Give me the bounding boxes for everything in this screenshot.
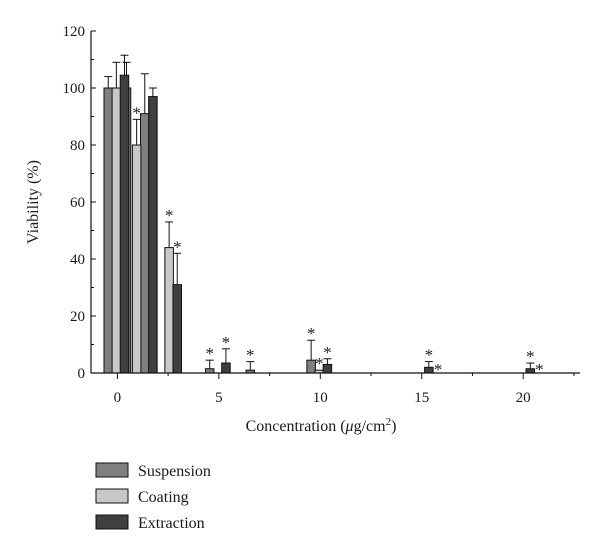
bar [140,113,150,374]
bar [103,87,114,374]
significance-marker: * [165,206,174,225]
y-axis-label: Viability (%) [25,160,42,244]
significance-marker: * [526,347,535,366]
x-tick-label: 15 [414,390,429,406]
y-tick-label: 100 [63,81,86,97]
significance-marker: * [535,360,544,379]
significance-marker: * [246,346,255,365]
x-axis-label-superscript: 2 [386,416,392,428]
x-axis-label-suffix: ) [391,418,396,435]
bar [424,366,434,374]
y-tick-label: 0 [78,366,86,382]
x-axis-label-mu: μ [345,418,354,435]
x-tick-label: 0 [114,390,122,406]
x-axis-label-prefix: Concentration ( [246,418,346,435]
legend: Suspension Coating Extraction [95,462,211,532]
significance-marker: * [132,103,141,122]
x-tick-label: 5 [215,390,223,406]
bar [119,74,130,374]
bar [131,144,142,374]
legend-swatch [95,514,129,530]
legend-swatch [95,462,129,478]
y-tick-label: 80 [70,138,85,154]
bar [525,368,536,374]
bar [148,96,158,374]
bar [164,247,174,374]
y-tick-label: 60 [70,195,85,211]
bar [172,284,182,374]
legend-label: Suspension [138,463,211,480]
significance-marker: * [315,354,324,373]
significance-marker: * [323,343,332,362]
bar [111,87,122,374]
legend-label: Coating [138,489,189,506]
significance-marker: * [173,237,182,256]
significance-marker: * [307,324,316,343]
bar [221,362,231,374]
significance-marker: * [222,333,231,352]
significance-marker: * [425,346,434,365]
y-tick-label: 40 [70,252,85,268]
significance-marker: * [434,360,443,379]
legend-swatch [95,488,129,504]
x-tick-label: 20 [516,390,531,406]
bar [322,363,333,374]
legend-label: Extraction [138,515,205,532]
x-axis-label: Concentration (μg/cm2) [246,416,397,435]
significance-marker: * [205,344,214,363]
axes-layer [90,30,580,379]
x-axis-label-unit: g/cm [354,418,387,435]
x-tick-label: 10 [313,390,328,406]
y-tick-label: 120 [63,24,86,40]
bar [204,368,215,374]
y-tick-label: 20 [70,309,85,325]
